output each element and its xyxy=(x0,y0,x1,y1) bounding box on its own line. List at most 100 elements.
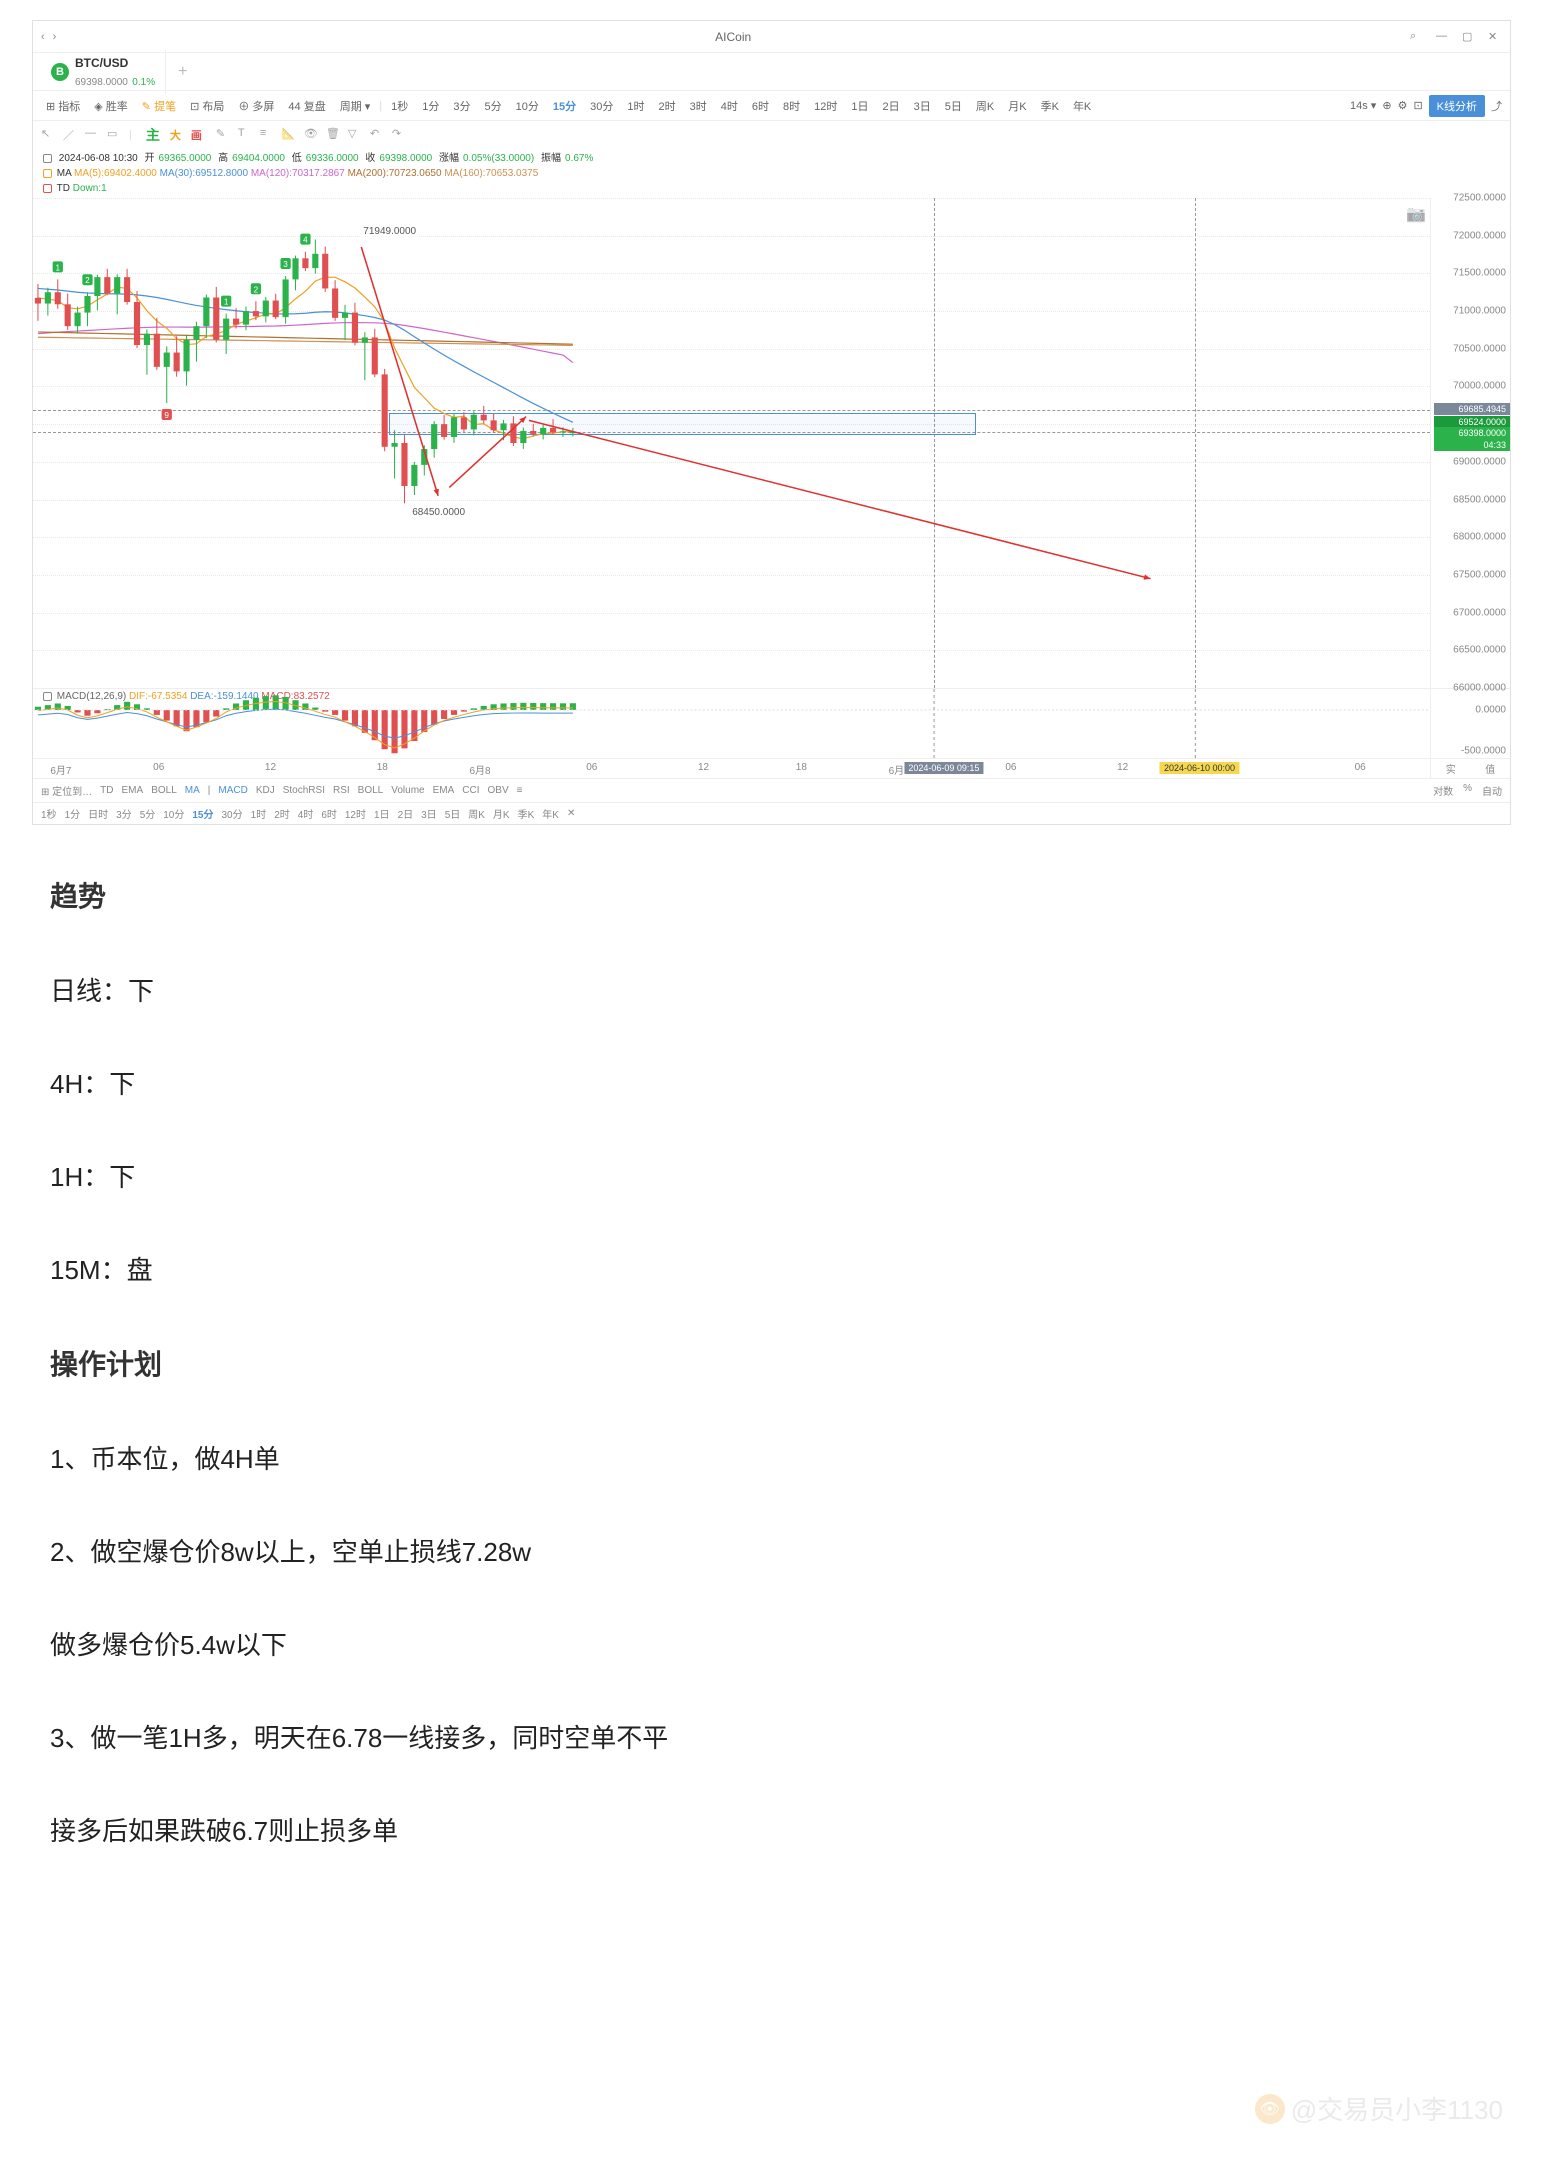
indicator-BOLL[interactable]: BOLL xyxy=(358,785,384,796)
bottom-tf-1时[interactable]: 1时 xyxy=(251,806,267,821)
bottom-tf-2时[interactable]: 2时 xyxy=(274,806,290,821)
rect-icon[interactable]: ▭ xyxy=(107,127,123,143)
indicator-KDJ[interactable]: KDJ xyxy=(256,785,275,796)
toolbar-item[interactable]: ⊡ 布局 xyxy=(185,96,229,116)
bottom-tf-6时[interactable]: 6时 xyxy=(321,806,337,821)
trash-icon[interactable]: 🗑 xyxy=(326,127,342,143)
timeframe-周K[interactable]: 周K xyxy=(971,96,999,116)
hline-icon[interactable]: — xyxy=(85,127,101,143)
indicator-TD[interactable]: TD xyxy=(100,785,113,796)
timeframe-月K[interactable]: 月K xyxy=(1003,96,1031,116)
indicator-|[interactable]: | xyxy=(208,785,211,796)
timeframe-10分[interactable]: 10分 xyxy=(511,96,544,116)
zoom-big[interactable]: 大 xyxy=(166,127,185,143)
maximize-icon[interactable]: ▢ xyxy=(1462,30,1476,44)
bottom-tf-月K[interactable]: 月K xyxy=(493,806,510,821)
toolbar-item[interactable]: ◈ 胜率 xyxy=(89,96,133,116)
chart-canvas[interactable]: 📷 129123471949.000068450.0000 xyxy=(33,198,1430,688)
indicator-≡[interactable]: ≡ xyxy=(517,785,523,796)
eye-icon[interactable]: 👁 xyxy=(304,127,320,143)
timeframe-5分[interactable]: 5分 xyxy=(480,96,507,116)
locate-btn[interactable]: ⊞ 定位到… xyxy=(41,783,92,798)
bottom-tf-5日[interactable]: 5日 xyxy=(445,806,461,821)
bottom-tf-12时[interactable]: 12时 xyxy=(345,806,366,821)
timeframe-3分[interactable]: 3分 xyxy=(448,96,475,116)
brush-icon[interactable]: ✎ xyxy=(216,127,232,143)
undo-icon[interactable]: ↶ xyxy=(370,127,386,143)
time-axis[interactable]: 6月70612186月80612186月9061218062024-06-09 … xyxy=(33,758,1510,778)
indicator-EMA[interactable]: EMA xyxy=(122,785,144,796)
bottom-tf-1分[interactable]: 1分 xyxy=(65,806,81,821)
timeframe-8时[interactable]: 8时 xyxy=(778,96,805,116)
bottom-tf-2日[interactable]: 2日 xyxy=(398,806,414,821)
zoom-draw[interactable]: 画 xyxy=(187,127,206,143)
add-tab[interactable]: + xyxy=(166,63,199,81)
bottom-tf-季K[interactable]: 季K xyxy=(518,806,535,821)
zoom-main[interactable]: 主 xyxy=(142,125,164,145)
indicator-EMA[interactable]: EMA xyxy=(433,785,455,796)
timeframe-1时[interactable]: 1时 xyxy=(622,96,649,116)
price-axis[interactable]: 72500.000072000.000071500.000071000.0000… xyxy=(1430,198,1510,688)
timeframe-3时[interactable]: 3时 xyxy=(685,96,712,116)
timeframe-6时[interactable]: 6时 xyxy=(747,96,774,116)
bottom-tf-周K[interactable]: 周K xyxy=(468,806,485,821)
chart-area[interactable]: 📷 129123471949.000068450.0000 72500.0000… xyxy=(33,198,1510,688)
timeframe-1日[interactable]: 1日 xyxy=(846,96,873,116)
bottom-tf-日时[interactable]: 日时 xyxy=(88,806,108,821)
cursor-icon[interactable]: ↖ xyxy=(41,127,57,143)
bottom-tf-年K[interactable]: 年K xyxy=(542,806,559,821)
toolbar-icon[interactable]: ⊡ xyxy=(1413,99,1422,112)
bottom-tf-3日[interactable]: 3日 xyxy=(421,806,437,821)
timeframe-5日[interactable]: 5日 xyxy=(940,96,967,116)
kline-analysis-btn[interactable]: K线分析 xyxy=(1429,95,1485,117)
timeframe-15分[interactable]: 15分 xyxy=(548,96,581,116)
indicator-CCI[interactable]: CCI xyxy=(462,785,479,796)
toolbar-icon[interactable]: ⚙ xyxy=(1398,99,1408,112)
close-icon[interactable]: ✕ xyxy=(1488,30,1502,44)
toolbar-icon[interactable]: ⊕ xyxy=(1382,99,1391,112)
timeframe-季K[interactable]: 季K xyxy=(1036,96,1064,116)
toolbar-item[interactable]: 44 复盘 xyxy=(283,96,330,116)
indbar-opt[interactable]: 对数 xyxy=(1433,783,1453,798)
indicator-StochRSI[interactable]: StochRSI xyxy=(283,785,325,796)
text-icon[interactable]: T xyxy=(238,127,254,143)
toolbar-item[interactable]: ⊕ 多屏 xyxy=(233,96,279,116)
bottom-tf-1秒[interactable]: 1秒 xyxy=(41,806,57,821)
timeframe-2日[interactable]: 2日 xyxy=(878,96,905,116)
symbol-tab[interactable]: B BTC/USD 69398.0000 0.1% xyxy=(41,50,166,94)
bottom-tf-30分[interactable]: 30分 xyxy=(222,806,243,821)
timeframe-2时[interactable]: 2时 xyxy=(654,96,681,116)
bottom-tf-1日[interactable]: 1日 xyxy=(374,806,390,821)
timeframe-12时[interactable]: 12时 xyxy=(809,96,842,116)
indicator-RSI[interactable]: RSI xyxy=(333,785,350,796)
timeframe-4时[interactable]: 4时 xyxy=(716,96,743,116)
toolbar-item[interactable]: 周期 ▾ xyxy=(335,96,376,116)
filter-icon[interactable]: ▽ xyxy=(348,127,364,143)
timeframe-年K[interactable]: 年K xyxy=(1068,96,1096,116)
timeframe-3日[interactable]: 3日 xyxy=(909,96,936,116)
line-icon[interactable]: ／ xyxy=(63,127,79,143)
indicator-MA[interactable]: MA xyxy=(185,785,200,796)
redo-icon[interactable]: ↷ xyxy=(392,127,408,143)
indicator-Volume[interactable]: Volume xyxy=(391,785,424,796)
share-icon[interactable]: ⤴ xyxy=(1491,98,1502,114)
minimize-icon[interactable]: — xyxy=(1436,30,1450,44)
toolbar-item[interactable]: ✎ 提笔 xyxy=(137,96,181,116)
timeframe-30分[interactable]: 30分 xyxy=(585,96,618,116)
fib-icon[interactable]: ≡ xyxy=(260,127,276,143)
xaxis-r2[interactable]: 值 xyxy=(1485,761,1495,776)
indbar-opt[interactable]: % xyxy=(1463,783,1472,798)
indbar-opt[interactable]: 自动 xyxy=(1482,783,1502,798)
countdown[interactable]: 14s ▾ xyxy=(1350,99,1376,112)
indicator-BOLL[interactable]: BOLL xyxy=(151,785,177,796)
bottom-tf-15分[interactable]: 15分 xyxy=(192,806,213,821)
macd-panel[interactable]: MACD(12,26,9) DIF:-67.5354 DEA:-159.1440… xyxy=(33,688,1510,758)
indicator-MACD[interactable]: MACD xyxy=(218,785,247,796)
back-icon[interactable]: ‹ xyxy=(41,31,45,43)
measure-icon[interactable]: 📐 xyxy=(282,127,298,143)
bottom-tf-3分[interactable]: 3分 xyxy=(116,806,132,821)
bottom-tf-10分[interactable]: 10分 xyxy=(163,806,184,821)
indicator-OBV[interactable]: OBV xyxy=(488,785,509,796)
bottom-tf-5分[interactable]: 5分 xyxy=(140,806,156,821)
xaxis-r1[interactable]: 实 xyxy=(1446,761,1456,776)
